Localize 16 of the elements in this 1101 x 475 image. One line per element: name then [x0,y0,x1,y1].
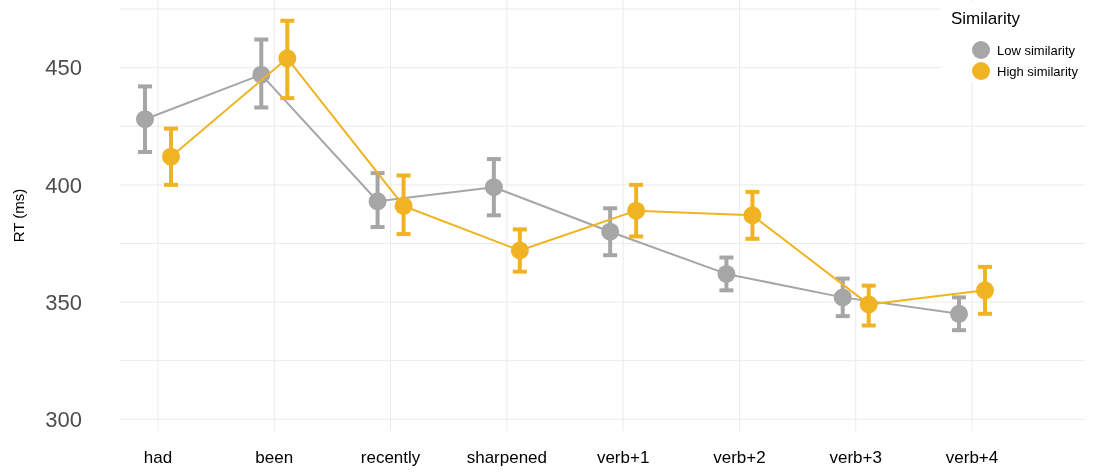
x-tick-label: verb+1 [596,448,650,467]
x-tick-label: sharpened [466,448,548,467]
y-tick-label: 450 [45,55,82,81]
legend-label: High similarity [997,63,1079,79]
x-tick-label: recently [360,448,421,467]
y-tick-label: 300 [45,406,82,432]
y-axis-title: RT (ms) [10,188,27,243]
x-tick-label: verb+3 [829,448,882,467]
y-tick-label: 400 [45,172,82,198]
x-tick-label: had [143,448,173,467]
x-tick-label: verb+4 [945,448,999,467]
x-tick-label: been [255,448,294,467]
x-tick-label: verb+2 [713,448,766,467]
legend-title: Similarity [951,9,1021,28]
y-tick-label: 350 [45,289,82,315]
legend-label: Low similarity [997,42,1076,58]
